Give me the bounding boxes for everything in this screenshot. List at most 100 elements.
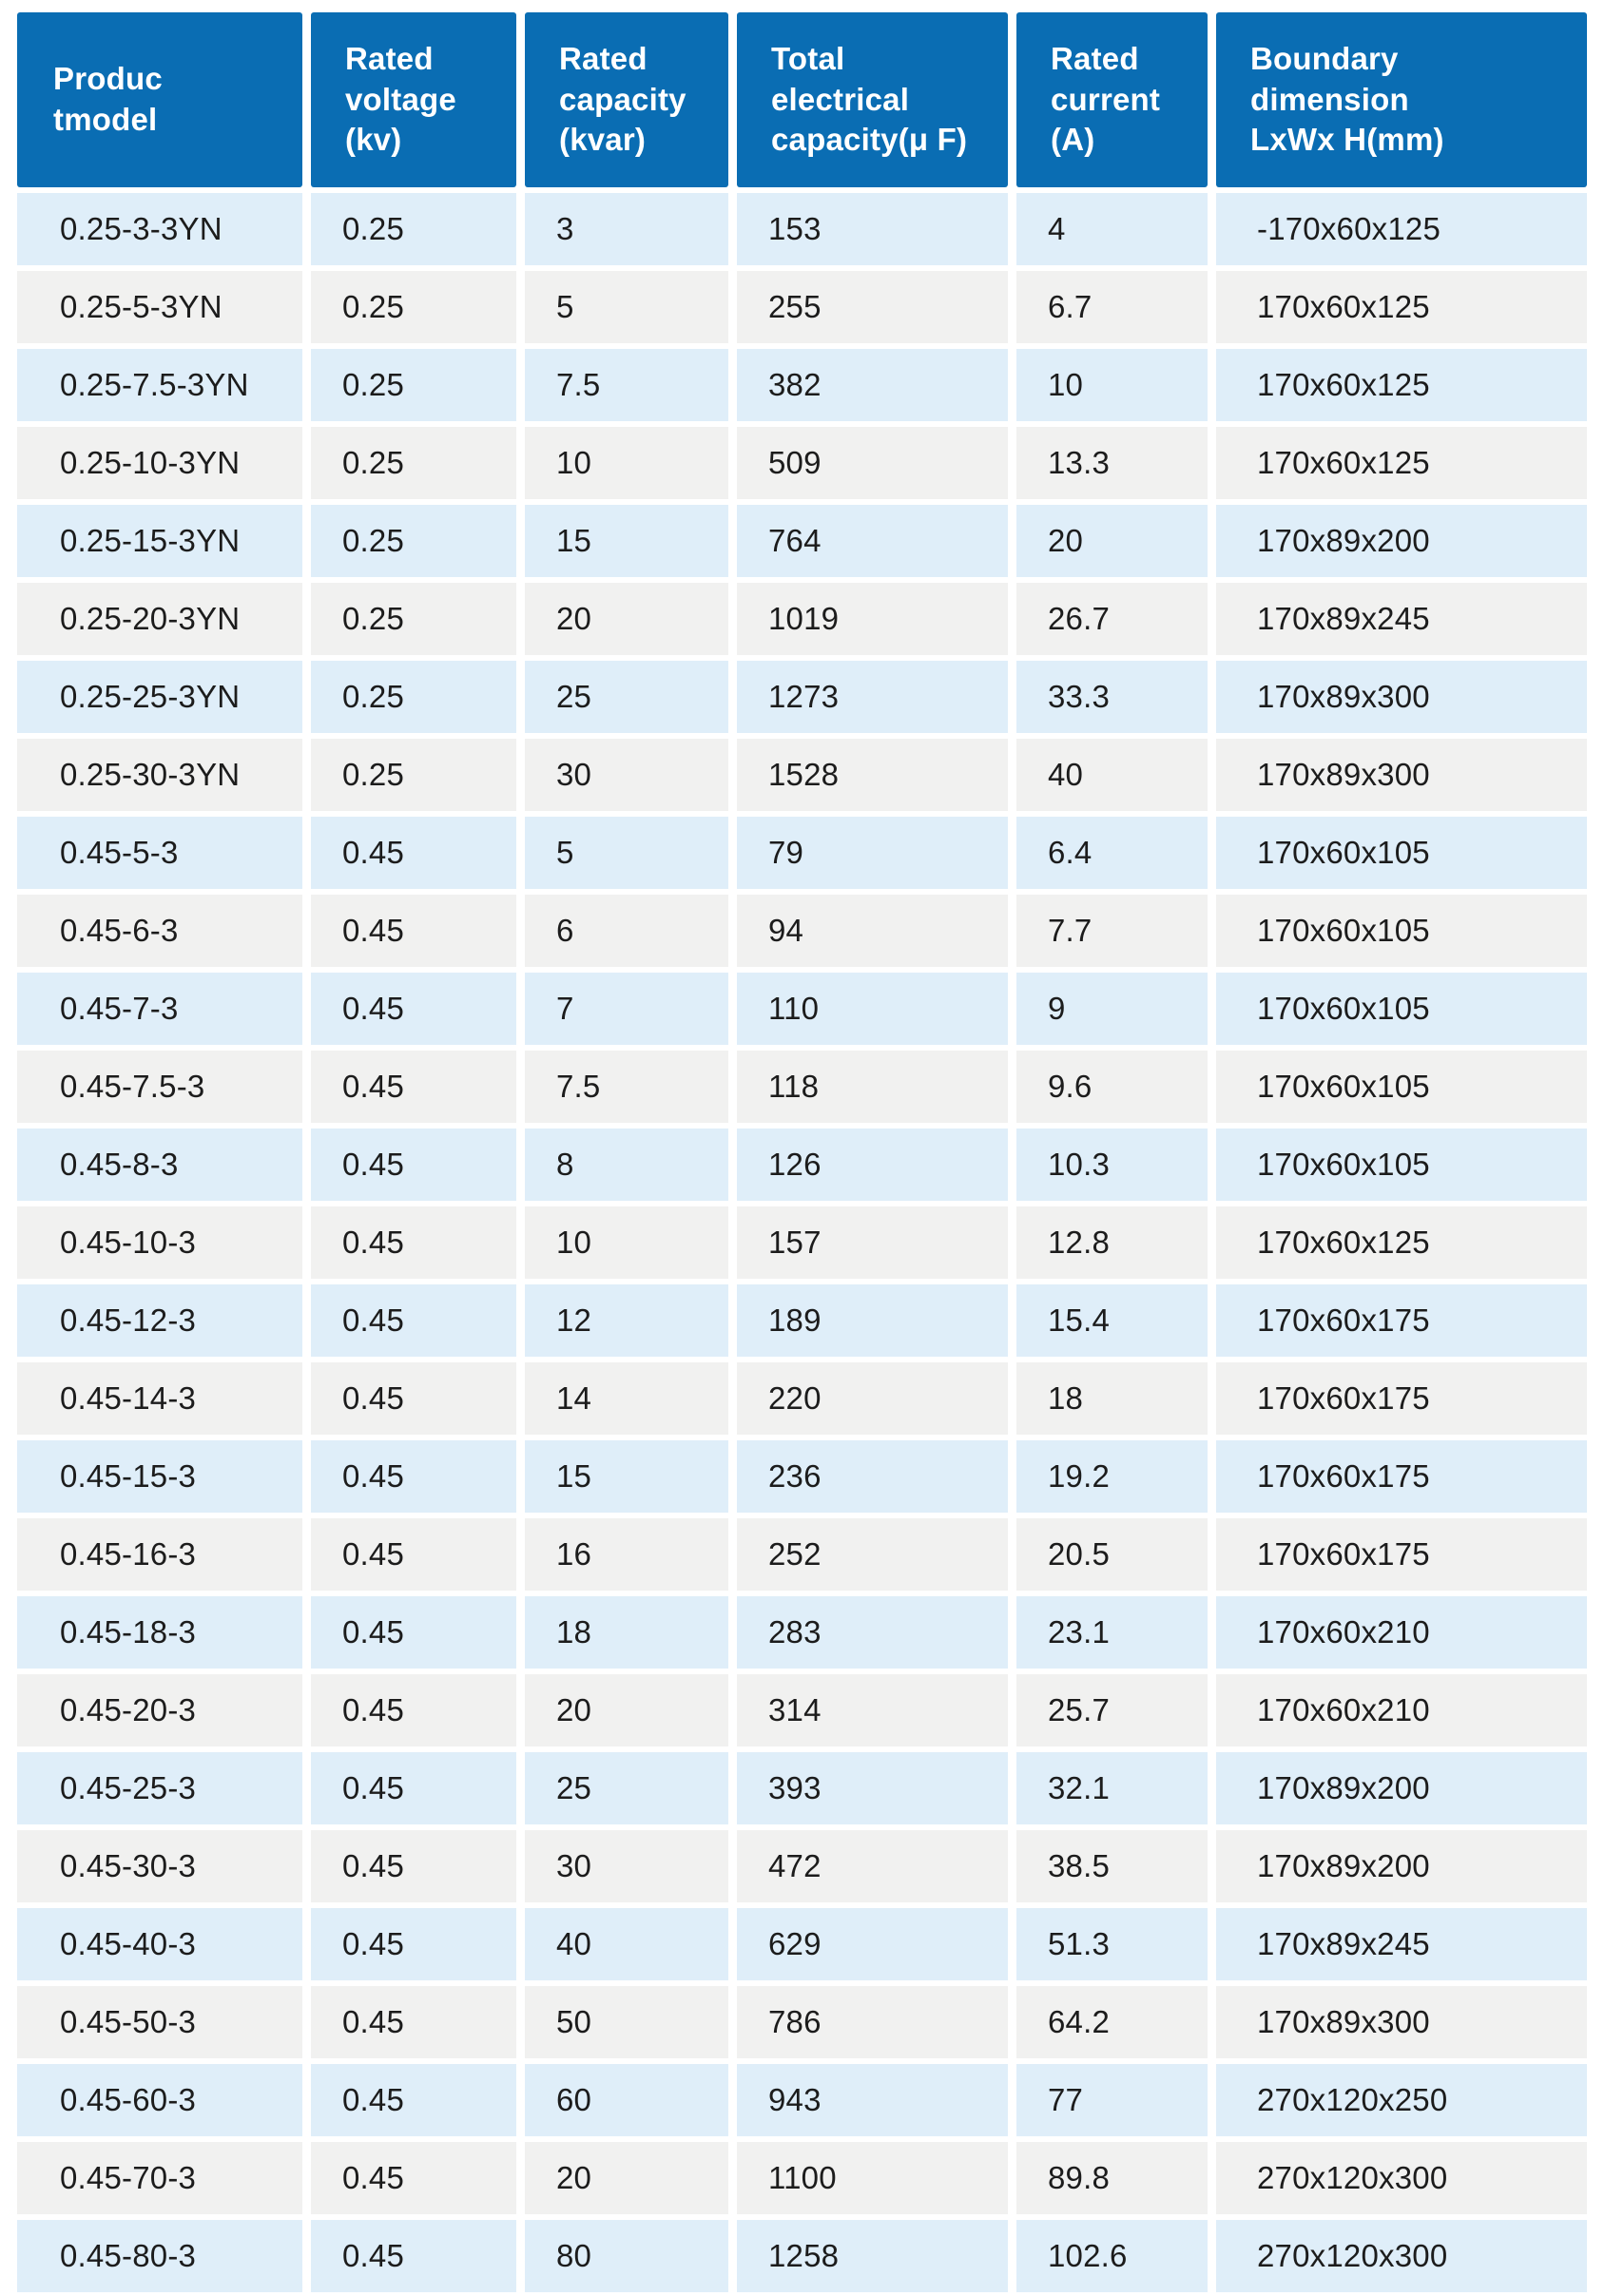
cell-boundary-dimension-mm: 170x89x300 bbox=[1216, 661, 1587, 733]
cell-boundary-dimension-mm: 170x60x105 bbox=[1216, 1129, 1587, 1201]
table-row: 0.45-7-3 0.45 7 110 9 170x60x105 bbox=[17, 973, 1587, 1045]
cell-rated-capacity-kvar: 60 bbox=[525, 2064, 728, 2136]
cell-rated-current-a: 15.4 bbox=[1016, 1284, 1208, 1357]
cell-product-model: 0.25-15-3YN bbox=[17, 505, 302, 577]
cell-rated-capacity-kvar: 30 bbox=[525, 739, 728, 811]
table-row: 0.45-30-3 0.45 30 472 38.5 170x89x200 bbox=[17, 1830, 1587, 1902]
cell-rated-capacity-kvar: 14 bbox=[525, 1362, 728, 1435]
cell-product-model: 0.45-18-3 bbox=[17, 1596, 302, 1669]
cell-rated-voltage-kv: 0.45 bbox=[311, 1596, 516, 1669]
cell-rated-voltage-kv: 0.25 bbox=[311, 505, 516, 577]
product-spec-table: Produc tmodel Rated voltage (kv) Rated cap… bbox=[9, 7, 1595, 2296]
cell-product-model: 0.25-30-3YN bbox=[17, 739, 302, 811]
column-header-boundary-dimension-mm: Boundary dimension LxWx H(mm) bbox=[1216, 12, 1587, 187]
cell-product-model: 0.45-30-3 bbox=[17, 1830, 302, 1902]
cell-rated-capacity-kvar: 20 bbox=[525, 2142, 728, 2214]
table-row: 0.45-25-3 0.45 25 393 32.1 170x89x200 bbox=[17, 1752, 1587, 1824]
table-row: 0.45-20-3 0.45 20 314 25.7 170x60x210 bbox=[17, 1674, 1587, 1746]
cell-rated-voltage-kv: 0.45 bbox=[311, 895, 516, 967]
cell-total-electrical-capacity-uf: 189 bbox=[737, 1284, 1008, 1357]
cell-boundary-dimension-mm: 170x60x175 bbox=[1216, 1362, 1587, 1435]
table-row: 0.45-10-3 0.45 10 157 12.8 170x60x125 bbox=[17, 1206, 1587, 1279]
cell-rated-current-a: 89.8 bbox=[1016, 2142, 1208, 2214]
cell-boundary-dimension-mm: 170x60x125 bbox=[1216, 349, 1587, 421]
cell-product-model: 0.45-20-3 bbox=[17, 1674, 302, 1746]
cell-rated-capacity-kvar: 18 bbox=[525, 1596, 728, 1669]
cell-rated-current-a: 19.2 bbox=[1016, 1440, 1208, 1513]
cell-rated-current-a: 32.1 bbox=[1016, 1752, 1208, 1824]
cell-rated-voltage-kv: 0.25 bbox=[311, 739, 516, 811]
cell-rated-capacity-kvar: 80 bbox=[525, 2220, 728, 2292]
cell-rated-voltage-kv: 0.45 bbox=[311, 1440, 516, 1513]
cell-product-model: 0.45-60-3 bbox=[17, 2064, 302, 2136]
cell-rated-voltage-kv: 0.25 bbox=[311, 193, 516, 265]
cell-rated-current-a: 6.7 bbox=[1016, 271, 1208, 343]
cell-rated-capacity-kvar: 5 bbox=[525, 817, 728, 889]
cell-rated-voltage-kv: 0.45 bbox=[311, 1518, 516, 1591]
cell-product-model: 0.45-50-3 bbox=[17, 1986, 302, 2058]
table-row: 0.45-50-3 0.45 50 786 64.2 170x89x300 bbox=[17, 1986, 1587, 2058]
cell-product-model: 0.45-7-3 bbox=[17, 973, 302, 1045]
column-header-rated-current-a: Rated current (A) bbox=[1016, 12, 1208, 187]
cell-rated-capacity-kvar: 20 bbox=[525, 583, 728, 655]
column-header-product-model: Produc tmodel bbox=[17, 12, 302, 187]
cell-boundary-dimension-mm: 170x60x105 bbox=[1216, 817, 1587, 889]
cell-rated-current-a: 23.1 bbox=[1016, 1596, 1208, 1669]
cell-boundary-dimension-mm: 170x89x300 bbox=[1216, 1986, 1587, 2058]
cell-boundary-dimension-mm: 270x120x250 bbox=[1216, 2064, 1587, 2136]
cell-total-electrical-capacity-uf: 153 bbox=[737, 193, 1008, 265]
cell-rated-capacity-kvar: 40 bbox=[525, 1908, 728, 1980]
cell-rated-current-a: 6.4 bbox=[1016, 817, 1208, 889]
cell-rated-voltage-kv: 0.45 bbox=[311, 1051, 516, 1123]
cell-rated-current-a: 4 bbox=[1016, 193, 1208, 265]
column-header-rated-capacity-kvar: Rated capacity (kvar) bbox=[525, 12, 728, 187]
cell-product-model: 0.45-14-3 bbox=[17, 1362, 302, 1435]
cell-rated-current-a: 18 bbox=[1016, 1362, 1208, 1435]
cell-rated-voltage-kv: 0.25 bbox=[311, 427, 516, 499]
cell-total-electrical-capacity-uf: 252 bbox=[737, 1518, 1008, 1591]
cell-rated-current-a: 9.6 bbox=[1016, 1051, 1208, 1123]
table-row: 0.45-5-3 0.45 5 79 6.4 170x60x105 bbox=[17, 817, 1587, 889]
cell-total-electrical-capacity-uf: 509 bbox=[737, 427, 1008, 499]
table-row: 0.45-80-3 0.45 80 1258 102.6 270x120x300 bbox=[17, 2220, 1587, 2292]
table-row: 0.45-18-3 0.45 18 283 23.1 170x60x210 bbox=[17, 1596, 1587, 1669]
cell-total-electrical-capacity-uf: 382 bbox=[737, 349, 1008, 421]
cell-rated-voltage-kv: 0.45 bbox=[311, 973, 516, 1045]
cell-product-model: 0.45-7.5-3 bbox=[17, 1051, 302, 1123]
cell-rated-voltage-kv: 0.25 bbox=[311, 661, 516, 733]
table-row: 0.45-8-3 0.45 8 126 10.3 170x60x105 bbox=[17, 1129, 1587, 1201]
cell-rated-current-a: 51.3 bbox=[1016, 1908, 1208, 1980]
cell-rated-capacity-kvar: 7 bbox=[525, 973, 728, 1045]
cell-rated-capacity-kvar: 15 bbox=[525, 505, 728, 577]
table-row: 0.45-60-3 0.45 60 943 77 270x120x250 bbox=[17, 2064, 1587, 2136]
table-row: 0.45-7.5-3 0.45 7.5 118 9.6 170x60x105 bbox=[17, 1051, 1587, 1123]
cell-rated-capacity-kvar: 7.5 bbox=[525, 349, 728, 421]
cell-rated-voltage-kv: 0.25 bbox=[311, 271, 516, 343]
cell-total-electrical-capacity-uf: 118 bbox=[737, 1051, 1008, 1123]
cell-rated-capacity-kvar: 3 bbox=[525, 193, 728, 265]
cell-product-model: 0.45-70-3 bbox=[17, 2142, 302, 2214]
cell-product-model: 0.45-16-3 bbox=[17, 1518, 302, 1591]
table-row: 0.45-16-3 0.45 16 252 20.5 170x60x175 bbox=[17, 1518, 1587, 1591]
cell-total-electrical-capacity-uf: 220 bbox=[737, 1362, 1008, 1435]
table-row: 0.45-12-3 0.45 12 189 15.4 170x60x175 bbox=[17, 1284, 1587, 1357]
cell-total-electrical-capacity-uf: 255 bbox=[737, 271, 1008, 343]
table-row: 0.25-15-3YN 0.25 15 764 20 170x89x200 bbox=[17, 505, 1587, 577]
cell-rated-capacity-kvar: 8 bbox=[525, 1129, 728, 1201]
cell-product-model: 0.45-12-3 bbox=[17, 1284, 302, 1357]
cell-rated-capacity-kvar: 25 bbox=[525, 1752, 728, 1824]
cell-rated-voltage-kv: 0.25 bbox=[311, 349, 516, 421]
cell-rated-voltage-kv: 0.45 bbox=[311, 1674, 516, 1746]
cell-boundary-dimension-mm: 170x89x245 bbox=[1216, 1908, 1587, 1980]
cell-boundary-dimension-mm: 170x89x300 bbox=[1216, 739, 1587, 811]
cell-total-electrical-capacity-uf: 94 bbox=[737, 895, 1008, 967]
cell-product-model: 0.25-20-3YN bbox=[17, 583, 302, 655]
cell-total-electrical-capacity-uf: 1528 bbox=[737, 739, 1008, 811]
cell-rated-voltage-kv: 0.25 bbox=[311, 583, 516, 655]
cell-product-model: 0.25-25-3YN bbox=[17, 661, 302, 733]
cell-rated-voltage-kv: 0.45 bbox=[311, 1986, 516, 2058]
cell-product-model: 0.25-7.5-3YN bbox=[17, 349, 302, 421]
cell-rated-current-a: 10.3 bbox=[1016, 1129, 1208, 1201]
cell-rated-current-a: 26.7 bbox=[1016, 583, 1208, 655]
